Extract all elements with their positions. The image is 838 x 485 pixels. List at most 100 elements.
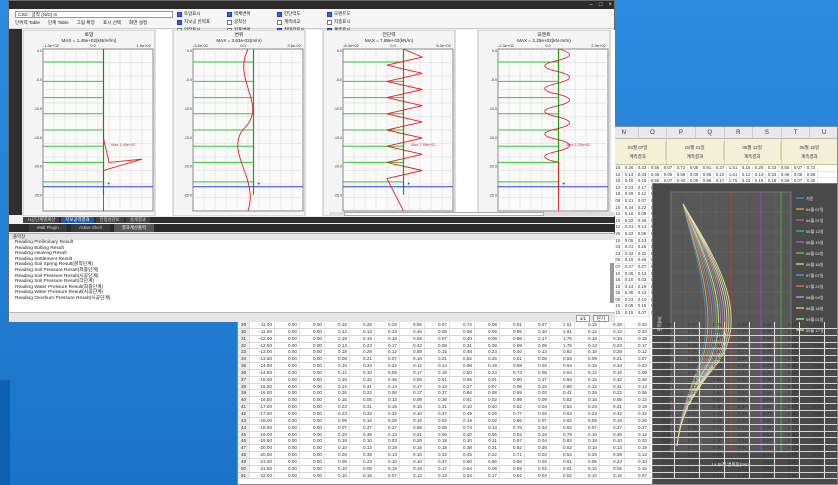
column-header[interactable]: R [725, 127, 754, 138]
option-checkbox[interactable]: 굴착선 [227, 19, 271, 25]
column-header[interactable]: O [639, 127, 668, 138]
table-cell: -21.00 [250, 458, 275, 465]
table-row[interactable]: 48 -20.50 0.00 0.00 0.25 0.38 0.13 0.10 0.32 0.45… [238, 452, 837, 459]
depth-tick: -20.0 [489, 165, 497, 169]
table-row[interactable]: 47 -20.00 0.00 0.00 0.10 0.13 0.19 0.15 0.18 0.38… [238, 445, 837, 453]
table-cell: 0.23 [600, 342, 625, 349]
table-row[interactable]: 32 -12.50 0.00 0.00 0.13 0.23 0.17 0.42 0.08 0.31… [238, 342, 837, 350]
analysis-window[interactable]: – □ × CSD : 굴착 (N/D) m 단위력 Table 단계 Table… [8, 0, 615, 322]
table-row[interactable]: 45 -19.00 0.00 0.00 0.10 0.36 0.13 0.31 0.06 0.40… [238, 431, 837, 439]
table-cell: 0.50 [450, 369, 475, 376]
close-icon[interactable]: × [608, 2, 612, 8]
checkbox-icon[interactable] [277, 11, 282, 17]
table-cell: 0.56 [725, 458, 750, 465]
menu-item[interactable]: 단계 Table [47, 20, 69, 25]
checkbox-icon[interactable] [227, 19, 232, 25]
table-cell: 0.21 [425, 356, 450, 363]
column-header[interactable]: T [782, 127, 811, 138]
table-cell: 0.46 [625, 376, 650, 383]
table-row[interactable]: 36 -14.50 0.00 0.00 0.12 0.10 0.09 0.17 0.18 0.50… [238, 369, 837, 377]
table-cell: 0.27 [700, 383, 725, 390]
table-cell: 0.00 [300, 452, 325, 458]
table-row[interactable]: 29 -11.00 0.00 0.00 0.15 0.26 0.33 0.55 0.07 0.72… [238, 322, 837, 329]
column-header[interactable]: Q [696, 127, 725, 138]
table-cell: 1.51 [550, 322, 575, 328]
menu-item[interactable]: 단위력 Table [15, 20, 40, 25]
option-checkbox[interactable]: 계측비교 [277, 19, 321, 25]
table-row[interactable]: 46 -19.50 0.00 0.00 0.18 0.10 0.03 0.26 0.18 0.10… [238, 438, 837, 446]
table-cell: 0.09 [400, 397, 425, 404]
table-row[interactable]: 51 -22.00 0.00 0.00 0.10 0.15 0.07 0.12 0.13 0.34… [238, 472, 837, 480]
result-tab[interactable]: 지보공력결과 [61, 217, 94, 223]
table-cell: 0.10 [600, 438, 625, 445]
table-row[interactable]: 41 -17.00 0.00 0.00 0.23 0.31 0.19 0.10 0.31 0.10… [238, 404, 837, 411]
dock-tab[interactable]: 결과계산출력 [113, 224, 155, 232]
table-cell: 0.13 [575, 342, 600, 349]
column-header[interactable]: U [810, 127, 837, 138]
option-checkbox[interactable]: 지보공 반력표 [177, 19, 221, 25]
table-cell: 0.10 [650, 417, 675, 424]
dock-tab[interactable]: Wall Plugin [29, 224, 67, 232]
dock-tab[interactable]: Active Shell [70, 224, 110, 232]
table-cell: 0.52 [800, 452, 825, 458]
result-tab[interactable]: 시공단계별계산 [23, 217, 60, 223]
option-checkbox[interactable]: 토압표시 [177, 11, 221, 17]
scroll-thumb[interactable] [344, 212, 544, 216]
checkbox-icon[interactable] [327, 11, 332, 17]
table-row[interactable]: 37 -15.00 0.00 0.00 0.15 0.32 0.46 0.08 0.01 0.65… [238, 376, 837, 384]
table-cell: 0.62 [750, 472, 775, 479]
table-cell: 0.10 [650, 404, 675, 410]
table-row[interactable]: 40 -16.50 0.00 0.00 0.15 0.05 0.13 0.09 0.36 0.61… [238, 397, 837, 405]
table-cell: 0.00 [300, 417, 325, 424]
menu-item[interactable]: 화면 설정 [129, 20, 148, 25]
table-row[interactable]: 42 -17.50 0.00 0.00 0.23 0.32 0.32 0.10 0.27 0.49… [238, 410, 837, 418]
table-row[interactable]: 50 -21.50 0.00 0.00 0.10 0.05 0.15 0.16 0.17 0.84… [238, 465, 837, 473]
checkbox-icon[interactable] [227, 11, 232, 17]
stage-combo[interactable]: CSD : 굴착 (N/D) m [15, 11, 173, 18]
table-cell: 0.72 [450, 322, 475, 328]
minimize-icon[interactable]: – [589, 2, 593, 8]
output-line: Reading Soil Pressure Result(각단계) [15, 279, 95, 285]
depth-tick: -5.0 [491, 78, 497, 82]
table-row[interactable]: 43 -18.00 0.00 0.00 0.09 0.16 0.26 0.10 0.02 0.19… [238, 417, 837, 425]
maximize-icon[interactable]: □ [598, 2, 603, 8]
checkbox-icon[interactable] [177, 11, 182, 17]
table-row[interactable]: 35 -14.00 0.00 0.00 0.15 0.34 0.22 0.12 0.14 0.58… [238, 363, 837, 370]
result-tab[interactable]: 설계결과 [125, 217, 150, 223]
bottom-button[interactable]: 1/1 [575, 315, 590, 322]
depth-tick: -25.0 [489, 194, 497, 198]
option-checkbox[interactable]: 모멘트도 [327, 11, 371, 17]
table-row[interactable]: 38 -15.50 0.00 0.00 0.12 0.31 0.14 0.17 0.13 0.27… [238, 383, 837, 391]
table-cell: 0.18 [625, 335, 650, 342]
result-tab[interactable]: 안정성검토 [95, 217, 124, 223]
option-checkbox[interactable]: 전단력도 [277, 11, 321, 17]
table-cell: 0.36 [425, 397, 450, 404]
measurement-cell: 0.46 [779, 171, 792, 178]
menu-item[interactable]: 그림 확장 [76, 20, 95, 25]
checkbox-icon[interactable] [277, 19, 282, 25]
table-cell: 0.73 [750, 369, 775, 376]
table-row[interactable]: 33 -13.00 0.00 0.00 0.18 0.29 0.12 0.59 0.15 0.48… [238, 349, 837, 357]
checkbox-icon[interactable] [327, 19, 332, 25]
table-row[interactable]: 44 -18.50 0.00 0.00 0.07 0.37 0.27 0.56 0.05 0.74… [238, 424, 837, 432]
table-cell: 0.09 [475, 465, 500, 472]
table-row[interactable]: 39 -16.00 0.00 0.00 0.26 0.22 0.06 0.17 0.27 0.66… [238, 390, 837, 398]
table-row[interactable]: 30 -11.50 0.00 0.00 0.12 0.13 0.33 0.46 0.05 0.58… [238, 328, 837, 336]
column-header[interactable]: S [753, 127, 782, 138]
inclinometer-chart[interactable]: 기준 04월 07일 04월 21일 05월 12일 05월 19일 06월 02일 06월… [652, 183, 837, 484]
table-cell: 0.40 [700, 335, 725, 342]
option-checkbox[interactable]: 지층표시 [327, 19, 371, 25]
column-header[interactable]: P [667, 127, 696, 138]
horizontal-scrollbar[interactable] [329, 212, 615, 216]
option-checkbox[interactable]: 벽체변위 [227, 11, 271, 17]
menu-item[interactable]: 표시 선택 [102, 20, 122, 25]
table-row[interactable]: 34 -13.50 0.00 0.00 0.08 0.21 0.07 0.16 0.21 0.62… [238, 356, 837, 364]
column-header[interactable]: N [610, 127, 639, 138]
table-cell: 0.13 [350, 445, 375, 452]
bottom-button[interactable]: 닫기 [592, 315, 609, 322]
table-row[interactable]: 49 -21.00 0.00 0.00 0.05 0.23 0.10 0.10 0.27 0.60… [238, 458, 837, 466]
checkbox-icon[interactable] [177, 19, 182, 25]
table-row[interactable]: 31 -12.00 0.00 0.00 0.18 0.19 0.18 0.58 0.07 0.40… [238, 335, 837, 343]
output-scrollbar[interactable] [610, 263, 614, 303]
measurement-cell: 0.10 [610, 283, 623, 290]
